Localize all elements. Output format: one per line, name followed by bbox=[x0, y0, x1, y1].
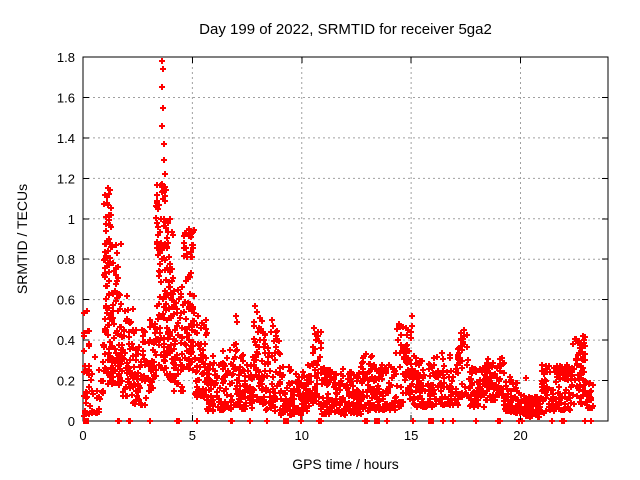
zero-square-marker bbox=[374, 418, 380, 424]
x-tick-label: 10 bbox=[295, 428, 309, 443]
tick-labels: 0 0.2 0.4 0.6 0.8 1 1.2 1.4 1.6 1.8 0 5 10 15 20 bbox=[57, 50, 528, 443]
x-tick-label: 15 bbox=[404, 428, 418, 443]
y-tick-label: 1.8 bbox=[57, 50, 75, 65]
y-tick-label: 0.2 bbox=[57, 374, 75, 389]
chart-title: Day 199 of 2022, SRMTID for receiver 5ga… bbox=[199, 21, 492, 38]
y-tick-label: 1.2 bbox=[57, 171, 75, 186]
scatter-points bbox=[81, 58, 596, 424]
x-axis-label: GPS time / hours bbox=[292, 456, 399, 472]
y-tick-label: 0 bbox=[68, 414, 75, 429]
y-tick-label: 0.8 bbox=[57, 252, 75, 267]
zero-square-marker bbox=[283, 418, 289, 424]
axes-frame bbox=[82, 56, 609, 422]
x-tick-label: 20 bbox=[513, 428, 527, 443]
x-tick-label: 5 bbox=[189, 428, 196, 443]
y-tick-label: 0.4 bbox=[57, 333, 75, 348]
x-tick-label: 0 bbox=[79, 428, 86, 443]
zero-square-marker bbox=[428, 418, 434, 424]
y-tick-label: 1.4 bbox=[57, 131, 75, 146]
plus-markers bbox=[81, 58, 596, 424]
y-tick-label: 1 bbox=[68, 212, 75, 227]
y-tick-label: 1.6 bbox=[57, 90, 75, 105]
y-tick-label: 0.6 bbox=[57, 293, 75, 308]
zero-square-marker bbox=[83, 418, 89, 424]
gridlines bbox=[83, 57, 608, 421]
